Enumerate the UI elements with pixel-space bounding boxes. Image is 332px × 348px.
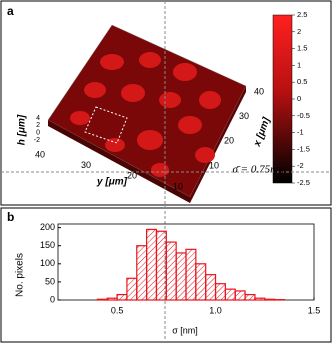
bar	[176, 253, 186, 300]
bar	[206, 275, 216, 300]
y-tick-label: 40	[35, 149, 45, 159]
axis-label: σ [nm]	[172, 325, 198, 335]
y-tick-label: 100	[40, 258, 55, 268]
bar	[255, 298, 265, 300]
y-tick-label: 0	[50, 294, 55, 304]
bar	[225, 289, 235, 300]
bar	[127, 278, 137, 300]
bar	[147, 229, 157, 300]
y-tick-label: 10	[173, 181, 183, 191]
axis-label: x [μm]	[252, 115, 273, 148]
bar	[97, 299, 107, 300]
x-tick-label: 30	[239, 111, 249, 121]
axis-label: No. pixels	[15, 253, 26, 297]
colorbar-tick-label: 1	[297, 60, 301, 69]
bar	[265, 299, 275, 300]
y-tick-label: 200	[40, 222, 55, 232]
bar	[216, 284, 226, 300]
surface	[48, 25, 246, 203]
colorbar-tick-label: -0.5	[297, 111, 310, 120]
colorbar-tick-label: 0	[297, 94, 301, 103]
bar	[117, 295, 127, 300]
bar	[186, 249, 196, 300]
bar	[235, 291, 245, 300]
x-tick-label: 1.5	[308, 305, 321, 315]
x-tick-label: 20	[224, 136, 234, 146]
colorbar-tick-label: -2.5	[297, 178, 310, 187]
z-tick-label: 2	[36, 122, 40, 129]
colorbar-tick-label: -1.5	[297, 144, 310, 153]
colorbar-tick-label: -1	[297, 128, 304, 137]
y-tick-label: 50	[45, 276, 55, 286]
y-tick-label: 20	[127, 171, 137, 181]
z-tick-label: -2	[34, 137, 40, 144]
bar	[196, 264, 206, 300]
bar	[156, 231, 166, 300]
bar	[107, 298, 117, 300]
z-tick-label: 4	[36, 115, 40, 122]
colorbar-tick-label: -2	[297, 161, 304, 170]
axis-label: y [μm]	[96, 177, 128, 188]
x-tick-label: 10	[209, 160, 219, 170]
z-tick-label: 0	[36, 130, 40, 137]
colorbar	[273, 15, 292, 183]
bar	[166, 242, 176, 300]
y-tick-label: 150	[40, 240, 55, 250]
panel-label: b	[7, 210, 14, 224]
colorbar-tick-label: 1.5	[297, 44, 307, 53]
y-tick-label: 30	[81, 160, 91, 170]
bar	[245, 295, 255, 300]
annotation: σ̄ = 0.75nm	[232, 164, 283, 176]
panel-label: a	[7, 4, 14, 18]
bar	[137, 246, 147, 300]
x-tick-label: 1.0	[209, 305, 222, 315]
x-tick-label: 40	[254, 86, 264, 96]
colorbar-tick-label: 2.5	[297, 10, 307, 19]
colorbar-tick-label: 2	[297, 27, 301, 36]
x-tick-label: 0.5	[111, 305, 124, 315]
axis-label: h [μm]	[17, 114, 28, 145]
colorbar-tick-label: 0.5	[297, 77, 307, 86]
